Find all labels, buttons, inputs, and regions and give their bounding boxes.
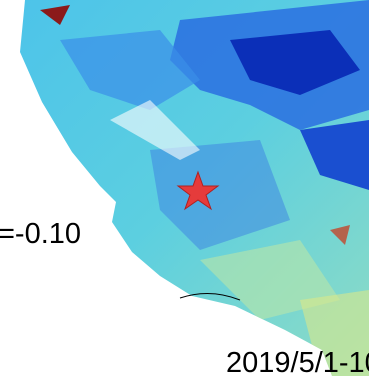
date-label: 2019/5/1-10 (226, 347, 369, 376)
star-marker (176, 170, 220, 211)
correlation-label: =-0.10 (0, 218, 81, 250)
